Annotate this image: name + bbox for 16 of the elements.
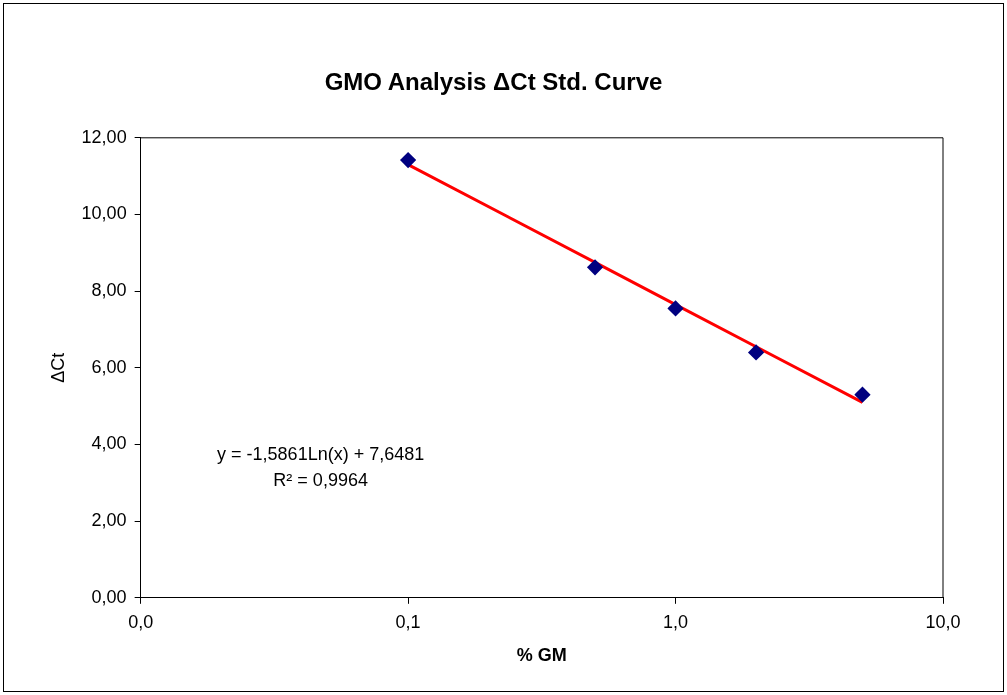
- y-tick-label: 8,00: [91, 280, 127, 301]
- y-tick-label: 12,00: [81, 126, 127, 147]
- annotation: y = -1,5861Ln(x) + 7,6481: [217, 444, 425, 465]
- x-tick-label: 0,0: [128, 611, 154, 632]
- x-tick-label: 1,0: [663, 611, 689, 632]
- annotation: R² = 0,9964: [273, 470, 368, 491]
- y-tick-label: 0,00: [91, 586, 127, 607]
- y-tick-label: 10,00: [81, 203, 127, 224]
- x-axis-title: % GM: [516, 645, 567, 666]
- y-tick-label: 2,00: [91, 510, 127, 531]
- y-tick-label: 4,00: [91, 433, 127, 454]
- x-tick-label: 0,1: [395, 611, 421, 632]
- y-tick-label: 6,00: [91, 356, 127, 377]
- chart-title: GMO Analysis ΔCt Std. Curve: [324, 68, 663, 96]
- y-axis-title: ΔCt: [47, 352, 68, 383]
- x-tick-label: 10,0: [925, 611, 961, 632]
